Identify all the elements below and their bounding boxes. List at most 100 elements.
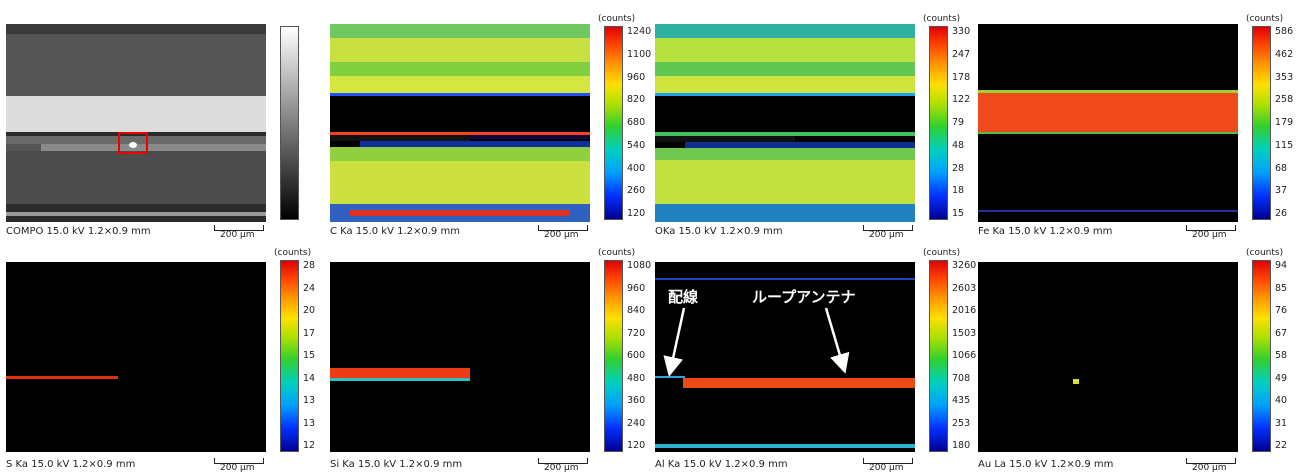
colorbar-label: 68 <box>1275 162 1288 174</box>
map-region <box>470 135 590 139</box>
map-region <box>978 210 1238 212</box>
map-region <box>330 62 590 76</box>
map-region <box>655 160 915 204</box>
map-region <box>350 210 570 216</box>
colorbar-label: 708 <box>952 372 971 384</box>
colorbar <box>1252 260 1271 452</box>
colorbar-label: 586 <box>1275 26 1294 37</box>
colorbar-label: 353 <box>1275 71 1294 83</box>
colorbar-label: 3260 <box>952 260 977 271</box>
map-region <box>330 76 590 94</box>
caption: Al Ka 15.0 kV 1.2×0.9 mm <box>655 459 788 470</box>
colorbar-label: 960 <box>627 282 646 294</box>
caption: COMPO 15.0 kV 1.2×0.9 mm <box>6 226 151 237</box>
map-region <box>6 376 118 379</box>
map-region <box>330 132 590 135</box>
colorbar-label: 1240 <box>627 26 652 37</box>
map-region <box>330 135 470 141</box>
scale-bar <box>1186 225 1236 231</box>
colorbar-label: 20 <box>303 305 316 316</box>
colorbar <box>929 260 948 452</box>
colorbar <box>929 26 948 220</box>
map-region <box>330 378 470 381</box>
map-image <box>330 262 590 452</box>
colorbar-unit: (counts) <box>274 248 312 258</box>
map-region <box>655 148 915 160</box>
colorbar-label: 120 <box>627 440 646 451</box>
colorbar-label: 31 <box>1275 417 1288 429</box>
scale-bar <box>214 458 264 464</box>
colorbar-label: 40 <box>1275 395 1288 406</box>
colorbar-label: 22 <box>1275 440 1288 451</box>
selection-box <box>118 132 148 154</box>
colorbar-unit: (counts) <box>1246 248 1284 258</box>
colorbar-label: 76 <box>1275 305 1288 316</box>
colorbar <box>604 26 623 220</box>
caption: Si Ka 15.0 kV 1.2×0.9 mm <box>330 459 463 470</box>
colorbar-label: 79 <box>952 117 965 128</box>
colorbar-label: 49 <box>1275 372 1288 384</box>
map-image <box>330 24 590 222</box>
annotation: 配線 <box>668 288 699 306</box>
map-image <box>6 24 266 222</box>
scale-label: 200 μm <box>220 463 255 473</box>
map-region <box>978 93 1238 132</box>
colorbar-label: 180 <box>952 440 971 451</box>
map-region <box>1073 379 1079 384</box>
map-region <box>655 376 685 378</box>
colorbar-label: 330 <box>952 26 971 37</box>
map-region <box>6 24 266 34</box>
scale-bar <box>538 225 588 231</box>
scale-bar <box>1186 458 1236 464</box>
scale-bar <box>863 458 913 464</box>
colorbar <box>1252 26 1271 220</box>
colorbar-label: 540 <box>627 139 646 151</box>
scale-bar <box>863 225 913 231</box>
map-region <box>330 147 590 161</box>
map-region <box>330 93 590 96</box>
map-image <box>655 24 915 222</box>
colorbar-label: 115 <box>1275 139 1294 151</box>
map-region <box>655 444 915 448</box>
colorbar-unit: (counts) <box>598 248 636 258</box>
colorbar-label: 820 <box>627 94 646 106</box>
caption: C Ka 15.0 kV 1.2×0.9 mm <box>330 226 460 237</box>
colorbar-unit: (counts) <box>598 14 636 24</box>
caption: S Ka 15.0 kV 1.2×0.9 mm <box>6 459 136 470</box>
scale-label: 200 μm <box>869 463 904 473</box>
colorbar-label: 18 <box>952 185 965 197</box>
colorbar-label: 247 <box>952 48 971 60</box>
map-region <box>6 212 266 216</box>
map-region <box>655 278 915 280</box>
map-region <box>655 76 915 94</box>
colorbar-label: 1100 <box>627 48 652 60</box>
map-region <box>655 204 915 222</box>
colorbar-label: 15 <box>952 208 965 219</box>
map-region <box>685 142 915 148</box>
map-region <box>655 38 915 62</box>
colorbar <box>604 260 623 452</box>
map-region <box>683 378 915 388</box>
colorbar-label: 260 <box>627 185 646 197</box>
map-region <box>330 368 470 378</box>
colorbar-label: 48 <box>952 139 965 151</box>
map-region <box>655 136 795 142</box>
colorbar-label: 258 <box>1275 94 1294 106</box>
colorbar-label: 94 <box>1275 260 1288 271</box>
scale-label: 200 μm <box>544 463 579 473</box>
caption: OKa 15.0 kV 1.2×0.9 mm <box>655 226 783 237</box>
colorbar-unit: (counts) <box>1246 14 1284 24</box>
colorbar-label: 680 <box>627 117 646 128</box>
colorbar-label: 58 <box>1275 350 1288 361</box>
map-region <box>6 132 266 136</box>
map-region <box>330 24 590 38</box>
scale-bar <box>538 458 588 464</box>
colorbar-label: 400 <box>627 162 646 174</box>
colorbar-label: 28 <box>952 162 965 174</box>
colorbar-label: 960 <box>627 71 646 83</box>
scale-label: 200 μm <box>1192 463 1227 473</box>
colorbar-label: 435 <box>952 395 971 406</box>
colorbar-label: 840 <box>627 305 646 316</box>
map-image <box>6 262 266 452</box>
